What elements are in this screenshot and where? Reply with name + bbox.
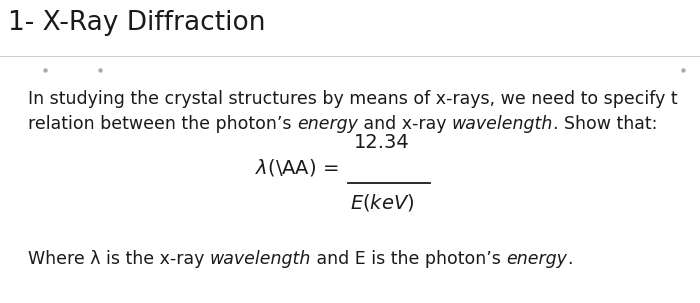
Text: $\lambda$(\AA) =: $\lambda$(\AA) = [255, 157, 338, 178]
Text: 12.34: 12.34 [354, 133, 410, 152]
Text: wavelength: wavelength [452, 115, 553, 133]
Text: and x-ray: and x-ray [358, 115, 452, 133]
Text: 1- X-Ray Diffraction: 1- X-Ray Diffraction [8, 10, 265, 36]
Text: Where λ is the x-ray: Where λ is the x-ray [28, 250, 210, 268]
Text: energy: energy [507, 250, 568, 268]
Text: In studying the crystal structures by means of x-rays, we need to specify t: In studying the crystal structures by me… [28, 90, 678, 108]
Text: .: . [568, 250, 573, 268]
Text: and E is the photon’s: and E is the photon’s [312, 250, 507, 268]
Text: relation between the photon’s: relation between the photon’s [28, 115, 297, 133]
Text: $E(keV)$: $E(keV)$ [350, 192, 414, 213]
Text: wavelength: wavelength [210, 250, 312, 268]
Text: energy: energy [297, 115, 358, 133]
Text: . Show that:: . Show that: [553, 115, 657, 133]
